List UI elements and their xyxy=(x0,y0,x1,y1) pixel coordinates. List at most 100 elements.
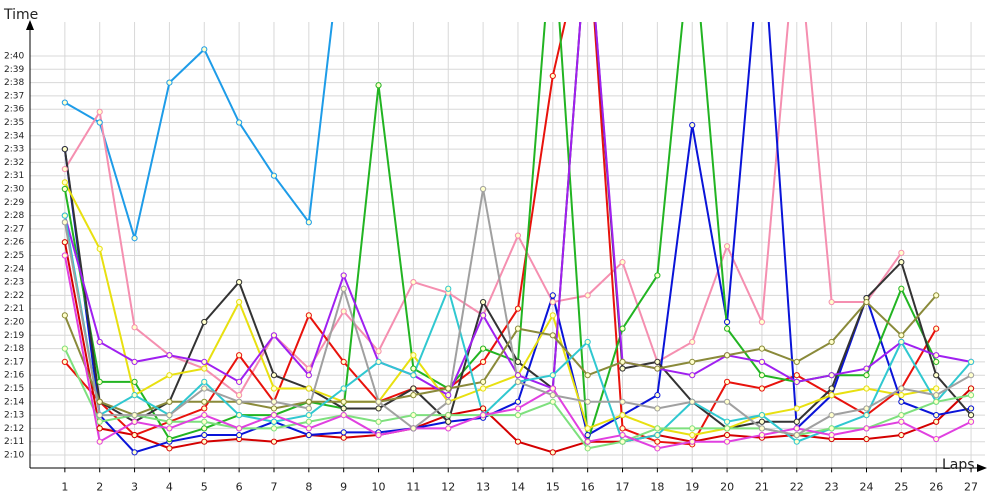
point xyxy=(654,445,661,452)
y-tick-label: 2:20 xyxy=(4,318,24,328)
x-tick-label: 24 xyxy=(859,480,873,493)
x-tick-label: 10 xyxy=(372,480,386,493)
point xyxy=(61,358,68,365)
point xyxy=(549,72,556,80)
x-tick-label: 23 xyxy=(825,480,839,493)
point xyxy=(898,412,905,419)
point xyxy=(340,308,347,315)
point xyxy=(201,365,208,372)
point xyxy=(201,46,208,53)
y-tick-label: 2:35 xyxy=(4,118,24,128)
y-tick-label: 2:11 xyxy=(4,437,24,447)
point xyxy=(723,438,731,445)
point xyxy=(898,385,905,392)
point xyxy=(654,425,661,432)
point xyxy=(933,292,940,299)
point xyxy=(201,425,208,432)
point xyxy=(828,425,835,432)
point xyxy=(270,385,278,392)
point xyxy=(131,358,138,365)
point xyxy=(61,345,68,352)
point xyxy=(131,235,138,242)
point xyxy=(410,385,417,392)
point xyxy=(689,425,696,432)
x-tick-label: 22 xyxy=(790,480,804,493)
point xyxy=(689,438,696,445)
point xyxy=(445,392,452,399)
point xyxy=(375,358,382,365)
point xyxy=(340,272,347,279)
y-tick-label: 2:25 xyxy=(4,251,24,261)
point xyxy=(61,165,68,173)
point xyxy=(619,259,626,266)
point xyxy=(584,338,591,346)
point xyxy=(967,405,975,412)
x-tick-label: 25 xyxy=(894,480,908,493)
point xyxy=(201,438,208,445)
series-line xyxy=(64,22,938,446)
point xyxy=(480,345,487,352)
point xyxy=(131,418,138,425)
point xyxy=(898,431,905,439)
point xyxy=(933,392,940,399)
x-tick-label: 4 xyxy=(166,480,173,493)
point xyxy=(445,285,452,292)
point xyxy=(933,325,940,332)
point xyxy=(445,412,452,419)
point xyxy=(236,298,243,306)
point xyxy=(166,425,173,432)
point xyxy=(236,392,243,399)
x-tick-label: 27 xyxy=(964,480,978,493)
y-tick-label: 2:29 xyxy=(4,198,24,208)
point xyxy=(514,372,522,379)
point xyxy=(584,431,591,439)
y-tick-label: 2:15 xyxy=(4,384,24,394)
point xyxy=(758,345,766,352)
point xyxy=(758,412,766,419)
point xyxy=(166,435,173,443)
point xyxy=(793,425,800,432)
point xyxy=(375,82,382,89)
point xyxy=(131,324,138,331)
point xyxy=(514,232,522,239)
point xyxy=(967,392,975,399)
point xyxy=(584,398,591,405)
point xyxy=(933,398,940,405)
point xyxy=(305,412,312,419)
point xyxy=(898,398,905,405)
y-tick-label: 2:16 xyxy=(4,371,24,381)
series-layer xyxy=(61,22,975,456)
point xyxy=(166,79,173,86)
point xyxy=(270,172,278,179)
point xyxy=(828,298,835,306)
point xyxy=(619,425,626,432)
point xyxy=(863,372,870,379)
point xyxy=(270,372,278,379)
point xyxy=(828,385,835,392)
x-tick-label: 18 xyxy=(650,480,664,493)
point xyxy=(340,429,347,436)
point xyxy=(340,434,347,441)
point xyxy=(758,425,766,432)
point xyxy=(96,108,103,115)
point xyxy=(723,325,731,332)
point xyxy=(723,243,731,250)
point xyxy=(96,338,103,346)
point xyxy=(549,449,556,456)
point xyxy=(619,412,626,419)
y-tick-label: 2:40 xyxy=(4,52,24,62)
point xyxy=(967,412,975,419)
y-tick-label: 2:19 xyxy=(4,331,24,341)
point xyxy=(549,298,556,306)
y-tick-label: 2:13 xyxy=(4,411,24,421)
point xyxy=(340,385,347,392)
point xyxy=(61,252,68,259)
point xyxy=(898,418,905,425)
point xyxy=(654,431,661,439)
point xyxy=(689,398,696,405)
point xyxy=(270,418,278,425)
point xyxy=(131,412,138,419)
point xyxy=(96,119,103,126)
point xyxy=(410,352,417,359)
point xyxy=(480,378,487,385)
